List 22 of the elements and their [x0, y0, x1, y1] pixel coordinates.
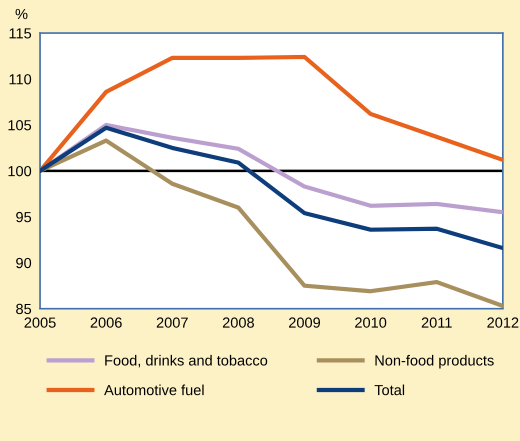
line-series: [40, 54, 503, 173]
y-tick-label: 115: [10, 28, 32, 39]
x-tick-label: 2005: [24, 317, 56, 328]
y-tick-label: 105: [8, 120, 32, 130]
y-tick-label: 85: [16, 304, 32, 314]
legend-label: Non-food products: [375, 354, 494, 368]
y-tick-label: 95: [16, 212, 32, 222]
x-tick-label: 2012: [487, 317, 518, 328]
x-tick-label: 2010: [355, 317, 386, 328]
line-series: [40, 126, 503, 250]
y-tick-label: 110: [10, 74, 32, 84]
x-tick-label: 2011: [422, 317, 452, 328]
y-tick-label: 90: [16, 258, 32, 268]
x-tick-label: 2009: [289, 317, 320, 328]
legend-label: Automotive fuel: [104, 384, 204, 396]
y-tick-label: 100: [8, 166, 32, 176]
y-axis-title: %: [16, 8, 28, 20]
legend-label: Total: [374, 384, 404, 396]
x-tick-label: 2007: [156, 317, 188, 328]
x-tick-label: 2008: [222, 317, 254, 328]
x-tick-label: 2006: [90, 317, 122, 328]
legend-label: Food, drinks and tobacco: [105, 354, 268, 368]
